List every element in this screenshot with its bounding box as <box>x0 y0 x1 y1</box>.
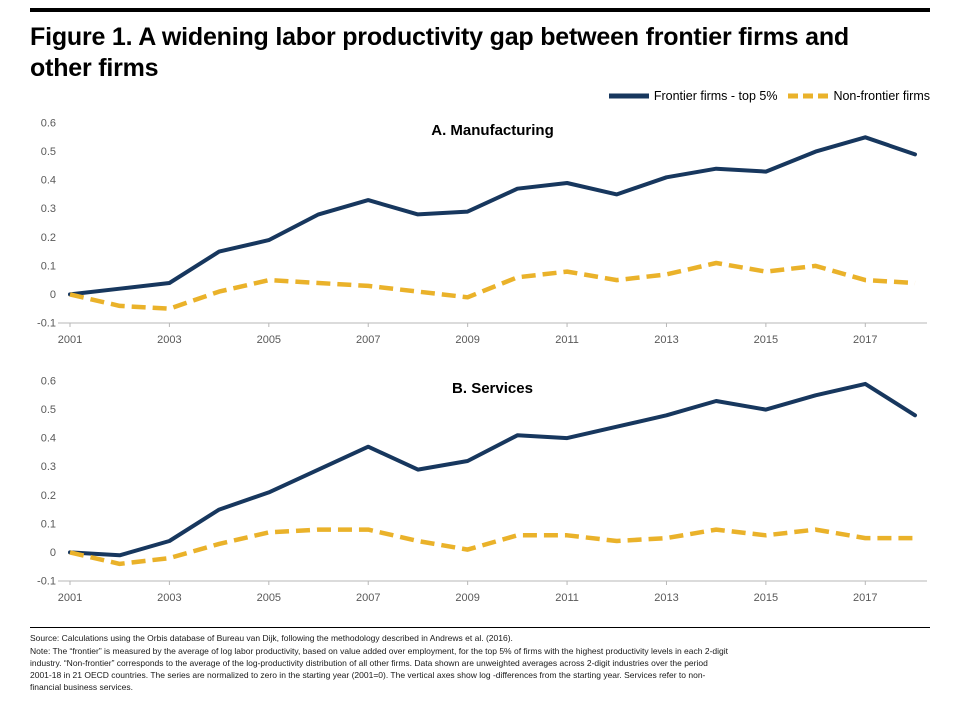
top-rule <box>30 8 930 12</box>
svg-text:2003: 2003 <box>157 592 181 604</box>
svg-text:2001: 2001 <box>58 334 82 346</box>
source-text: Source: Calculations using the Orbis dat… <box>30 633 513 643</box>
svg-text:0.4: 0.4 <box>41 433 56 445</box>
svg-text:0.5: 0.5 <box>41 146 56 158</box>
svg-text:0.5: 0.5 <box>41 404 56 416</box>
svg-text:2005: 2005 <box>257 334 281 346</box>
svg-text:2017: 2017 <box>853 334 877 346</box>
figure-title: Figure 1. A widening labor productivity … <box>30 23 849 82</box>
legend-label-nonfrontier: Non-frontier firms <box>833 89 930 103</box>
svg-text:0.2: 0.2 <box>41 490 56 502</box>
svg-text:2013: 2013 <box>654 592 678 604</box>
svg-text:A. Manufacturing: A. Manufacturing <box>431 122 554 139</box>
svg-text:2009: 2009 <box>455 592 479 604</box>
legend-label-frontier: Frontier firms - top 5% <box>653 89 778 103</box>
svg-text:2001: 2001 <box>58 592 82 604</box>
svg-text:2009: 2009 <box>455 334 479 346</box>
figure-container: Figure 1. A widening labor productivity … <box>30 8 930 693</box>
chart-manufacturing: A. Manufacturing0.60.50.40.30.20.10-0.12… <box>37 118 927 346</box>
svg-text:0.1: 0.1 <box>41 260 56 272</box>
svg-text:2007: 2007 <box>356 592 380 604</box>
svg-text:2011: 2011 <box>555 592 579 604</box>
svg-text:2005: 2005 <box>257 592 281 604</box>
svg-text:2017: 2017 <box>853 592 877 604</box>
svg-text:-0.1: -0.1 <box>37 318 56 330</box>
notes-block: Source: Calculations using the Orbis dat… <box>30 627 930 693</box>
svg-text:0.2: 0.2 <box>41 232 56 244</box>
svg-text:-0.1: -0.1 <box>37 576 56 588</box>
svg-text:2015: 2015 <box>754 334 778 346</box>
svg-text:2011: 2011 <box>555 334 579 346</box>
legend: Frontier firms - top 5% Non-frontier fir… <box>30 87 930 105</box>
svg-text:2015: 2015 <box>754 592 778 604</box>
svg-text:0.1: 0.1 <box>41 518 56 530</box>
nonfrontier-dashed-line-sample-icon <box>788 93 829 99</box>
svg-text:0.3: 0.3 <box>41 461 56 473</box>
svg-text:0.4: 0.4 <box>41 175 56 187</box>
svg-text:2007: 2007 <box>356 334 380 346</box>
frontier-line-sample-icon <box>608 93 649 99</box>
svg-text:B. Services: B. Services <box>452 380 533 397</box>
note-text: Note: The “frontier” is measured by the … <box>30 645 728 692</box>
legend-item-frontier: Frontier firms - top 5% <box>608 89 778 103</box>
svg-text:0: 0 <box>50 547 56 559</box>
svg-text:0: 0 <box>50 289 56 301</box>
svg-text:0.6: 0.6 <box>41 118 56 130</box>
legend-item-nonfrontier: Non-frontier firms <box>787 89 930 103</box>
svg-text:2013: 2013 <box>654 334 678 346</box>
svg-text:2003: 2003 <box>157 334 181 346</box>
svg-text:0.6: 0.6 <box>41 376 56 388</box>
svg-text:0.3: 0.3 <box>41 203 56 215</box>
